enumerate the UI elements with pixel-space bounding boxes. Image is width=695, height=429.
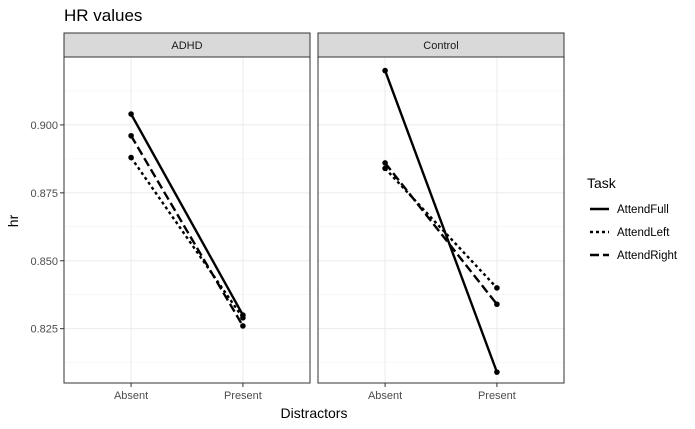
series-line-attendleft	[130, 156, 244, 319]
data-point-attendfull	[128, 111, 134, 117]
data-point-attendright	[128, 132, 134, 139]
data-point-attendright	[240, 323, 246, 329]
legend-title: Task	[587, 175, 617, 191]
legend-label-attendleft: AttendLeft	[617, 227, 670, 239]
data-point-attendfull	[382, 67, 388, 74]
legend-label-attendright: AttendRight	[617, 250, 678, 262]
data-point-attendleft	[240, 315, 246, 321]
legend: Task AttendFull AttendLeft AttendRight	[587, 175, 678, 262]
series-line-attendright	[384, 162, 498, 305]
x-tick-label: Absent	[368, 390, 402, 402]
data-point-attendright	[494, 301, 500, 308]
data-point-attendleft	[382, 165, 388, 172]
y-tick-label: 0.900	[30, 120, 58, 132]
facet-strip-label: ADHD	[171, 40, 202, 52]
y-axis: 0.825 0.850 0.875 0.900	[30, 120, 64, 336]
chart-title: HR values	[64, 6, 142, 25]
x-tick-label: Absent	[114, 390, 148, 402]
data-point-attendright	[382, 160, 388, 166]
panel-adhd: ADHD Absent Present	[63, 32, 311, 402]
series-line-attendfull	[130, 113, 244, 316]
x-axis-title: Distractors	[281, 405, 348, 421]
data-point-attendleft	[128, 154, 134, 161]
y-tick-label: 0.825	[30, 324, 58, 336]
facet-strip	[317, 32, 565, 58]
legend-label-attendfull: AttendFull	[617, 204, 669, 216]
panel-control: Control Absent Present	[317, 32, 565, 402]
panel-border	[63, 56, 311, 384]
y-tick-label: 0.875	[30, 188, 58, 200]
series-line-attendleft	[384, 167, 498, 289]
y-tick-label: 0.850	[30, 256, 58, 268]
facet-panels: ADHD Absent Present Control Absent Present	[63, 32, 565, 402]
data-point-attendfull	[494, 369, 500, 375]
x-tick-label: Present	[224, 390, 262, 402]
panel-border	[317, 56, 565, 384]
y-axis-title: hr	[5, 214, 21, 227]
data-point-attendleft	[494, 285, 500, 291]
series-line-attendright	[130, 135, 244, 327]
facet-strip-label: Control	[423, 40, 458, 52]
x-tick-label: Present	[478, 390, 516, 402]
series-line-attendfull	[383, 70, 499, 373]
facet-strip	[63, 32, 311, 58]
